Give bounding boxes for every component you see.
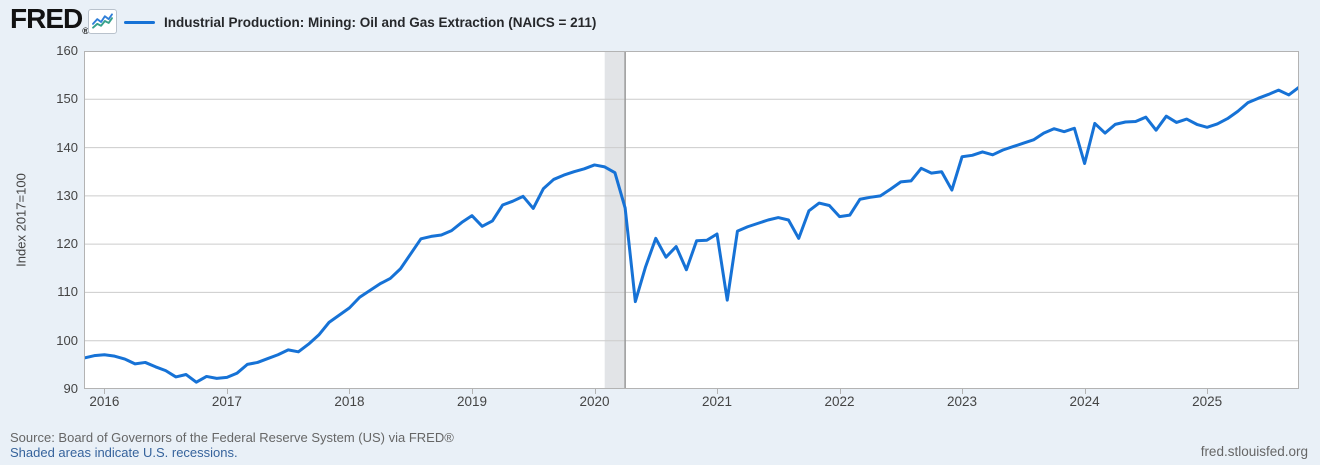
- x-axis-tick-label: 2019: [456, 394, 487, 409]
- legend-line-swatch: [124, 20, 155, 24]
- source-text: Source: Board of Governors of the Federa…: [10, 430, 454, 445]
- y-axis-tick-label: 100: [56, 332, 78, 348]
- x-axis-tick-label: 2020: [579, 394, 610, 409]
- series-legend: Industrial Production: Mining: Oil and G…: [124, 12, 596, 32]
- fred-logo-chart-icon: [88, 9, 117, 34]
- series-title: Industrial Production: Mining: Oil and G…: [164, 14, 597, 30]
- x-axis-tick-mark: [717, 389, 719, 394]
- registered-trademark: ®: [82, 26, 89, 36]
- x-axis-tick-label: 2022: [824, 394, 855, 409]
- y-axis-tick-label: 140: [56, 139, 78, 155]
- y-axis-tick-label: 120: [56, 236, 78, 252]
- y-axis-tick-label: 90: [63, 381, 78, 396]
- x-axis-tick-mark: [1084, 389, 1086, 394]
- x-axis-tick-mark: [349, 389, 351, 394]
- recession-note-link[interactable]: Shaded areas indicate U.S. recessions.: [10, 445, 238, 460]
- y-axis-tick-label: 110: [57, 284, 78, 300]
- x-axis-tick-mark: [1207, 389, 1209, 394]
- x-axis-tick-label: 2017: [211, 394, 242, 409]
- x-axis-tick-label: 2024: [1069, 394, 1100, 409]
- x-axis-tick-label: 2021: [701, 394, 733, 409]
- x-axis-tick-mark: [594, 389, 596, 394]
- y-axis-tick-label: 160: [56, 43, 78, 58]
- y-axis-tick-label: 130: [56, 187, 78, 203]
- y-axis-tick-label: 150: [56, 91, 78, 107]
- x-axis-tick-mark: [962, 389, 964, 394]
- series-line: [84, 85, 1299, 384]
- line-chart-icon: [92, 13, 113, 29]
- x-axis-tick-label: 2018: [334, 394, 365, 409]
- plot-area[interactable]: [84, 51, 1299, 389]
- fred-site-text: fred.stlouisfed.org: [1200, 444, 1308, 459]
- x-axis-tick-mark: [104, 389, 106, 394]
- x-axis-tick-label: 2025: [1192, 394, 1223, 409]
- x-axis-tick-mark: [839, 389, 841, 394]
- x-axis-tick-label: 2016: [89, 394, 120, 409]
- chart-canvas[interactable]: [84, 51, 1299, 389]
- x-axis-tick-mark: [226, 389, 228, 394]
- x-axis-tick-label: 2023: [947, 394, 978, 409]
- y-axis-title: Index 2017=100: [13, 173, 29, 267]
- fred-logo: FRED®: [10, 3, 89, 37]
- plot-border: [84, 51, 1299, 389]
- x-axis-tick-mark: [471, 389, 473, 394]
- recession-band: [604, 51, 626, 389]
